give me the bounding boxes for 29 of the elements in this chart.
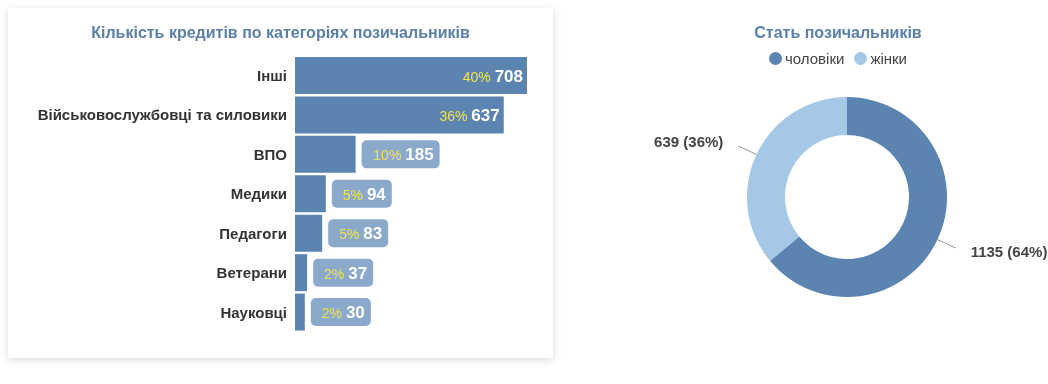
data-label: 5% 83 bbox=[339, 224, 383, 244]
data-label: 40% 708 bbox=[462, 66, 523, 86]
data-label: 2% 37 bbox=[324, 263, 368, 283]
data-label: 1135 (64%) bbox=[970, 243, 1048, 261]
chart-title: Кількість кредитів по категоріях позичальників bbox=[90, 24, 471, 42]
y-tick-label: Інші bbox=[257, 67, 287, 85]
chart-title: Стать позичальників bbox=[753, 24, 923, 42]
data-label: 2% 30 bbox=[321, 303, 365, 323]
y-tick-label: Ветерани bbox=[216, 264, 287, 282]
donut-slice bbox=[770, 97, 947, 297]
y-tick-label: Педагоги bbox=[219, 224, 287, 242]
bar bbox=[295, 254, 308, 292]
donut-slice bbox=[747, 97, 847, 261]
y-tick-label: Медики bbox=[230, 185, 287, 203]
bar bbox=[295, 175, 326, 213]
data-label: 10% 185 bbox=[373, 145, 434, 165]
bar bbox=[295, 293, 305, 331]
data-label: 639 (36%) bbox=[654, 132, 724, 150]
data-label: 5% 94 bbox=[342, 184, 387, 204]
y-tick-label: ВПО bbox=[253, 145, 288, 163]
y-tick-label: Науковці bbox=[220, 303, 287, 321]
y-tick-label: Військовослужбовці та силовики bbox=[37, 106, 287, 124]
bar bbox=[295, 57, 527, 94]
data-label: 36% 637 bbox=[439, 105, 500, 125]
bar bbox=[295, 135, 356, 173]
legend-label: чоловіки bbox=[784, 50, 845, 67]
bar bbox=[295, 214, 323, 252]
legend-label: жінки bbox=[869, 50, 907, 67]
bar bbox=[295, 96, 504, 134]
